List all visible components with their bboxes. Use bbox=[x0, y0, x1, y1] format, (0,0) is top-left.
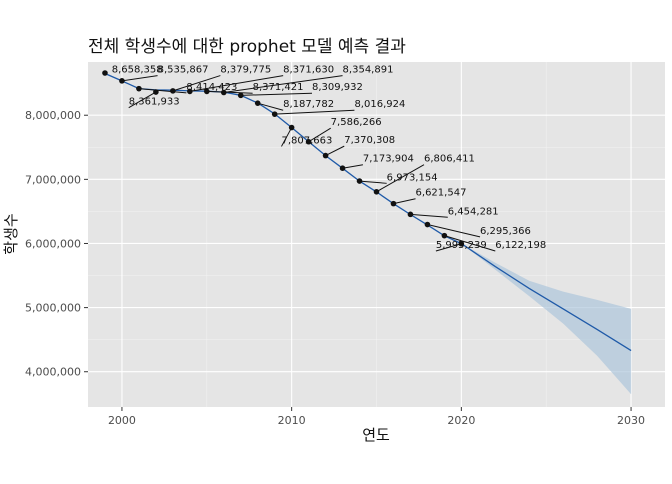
data-label: 8,016,924 bbox=[354, 99, 405, 110]
label-leader bbox=[128, 91, 157, 109]
label-leader bbox=[121, 75, 158, 82]
actual-point bbox=[356, 178, 363, 184]
label-leader bbox=[308, 127, 331, 143]
actual-point bbox=[339, 165, 346, 171]
data-label: 8,371,421 bbox=[253, 82, 304, 93]
actual-point bbox=[153, 89, 159, 95]
label-leader bbox=[138, 88, 187, 94]
actual-point bbox=[203, 88, 210, 95]
data-label: 8,379,775 bbox=[220, 65, 271, 76]
label-leaders bbox=[121, 75, 496, 252]
actual-point bbox=[424, 221, 431, 228]
data-label: 6,454,281 bbox=[448, 206, 499, 217]
data-label: 8,658,358 bbox=[112, 65, 163, 76]
data-label: 6,122,198 bbox=[495, 240, 546, 251]
label-leader bbox=[257, 102, 284, 111]
actual-point bbox=[102, 70, 108, 76]
label-leader bbox=[444, 235, 496, 252]
y-tick-label: 4,000,000 bbox=[25, 366, 81, 379]
actual-point bbox=[305, 138, 312, 145]
data-label: 8,414,423 bbox=[186, 82, 237, 93]
actual-point bbox=[271, 111, 278, 117]
y-tick-label: 5,000,000 bbox=[25, 302, 81, 315]
label-leader bbox=[189, 75, 284, 92]
label-leader bbox=[376, 164, 425, 193]
data-label: 8,187,782 bbox=[283, 99, 334, 110]
label-leader bbox=[206, 90, 253, 94]
y-tick-label: 6,000,000 bbox=[25, 237, 81, 250]
data-label: 7,173,904 bbox=[363, 154, 414, 165]
actual-point bbox=[187, 88, 193, 95]
data-label: 8,309,932 bbox=[312, 82, 363, 93]
data-label: 7,586,266 bbox=[331, 117, 382, 128]
actual-point bbox=[237, 92, 244, 99]
actual-point bbox=[220, 89, 227, 96]
label-leader bbox=[342, 164, 364, 169]
y-axis-label: 학생수 bbox=[2, 213, 20, 254]
data-label: 8,361,933 bbox=[129, 97, 180, 108]
label-leader bbox=[223, 75, 343, 93]
data-label: 6,295,366 bbox=[480, 226, 531, 237]
data-label: 8,354,891 bbox=[343, 65, 394, 76]
label-leader bbox=[393, 198, 416, 205]
x-tick-label: 2030 bbox=[617, 414, 645, 427]
x-tick-label: 2020 bbox=[447, 414, 475, 427]
data-label: 7,370,308 bbox=[344, 135, 395, 146]
label-leader bbox=[172, 75, 221, 92]
data-label: 6,973,154 bbox=[387, 172, 438, 183]
label-leader bbox=[359, 180, 387, 184]
actual-point bbox=[136, 85, 142, 92]
actual-point bbox=[458, 240, 465, 247]
x-axis-label: 연도 bbox=[362, 426, 390, 444]
x-tick-label: 2010 bbox=[278, 414, 306, 427]
data-label: 8,535,867 bbox=[158, 65, 209, 76]
y-axis-ticks: 4,000,000 5,000,000 6,000,000 7,000,000 8,00… bbox=[25, 109, 88, 379]
data-label: 5,995,239 bbox=[436, 240, 487, 251]
label-leader bbox=[274, 109, 355, 115]
data-label: 7,807,663 bbox=[281, 135, 332, 146]
label-leader bbox=[435, 243, 462, 252]
actual-point bbox=[390, 200, 397, 207]
actual-point bbox=[254, 100, 261, 106]
data-label: 6,806,411 bbox=[424, 154, 475, 165]
x-axis-ticks: 2000 2010 2020 2030 bbox=[108, 407, 645, 427]
label-leader bbox=[240, 92, 313, 96]
grid-minor bbox=[88, 62, 665, 407]
label-leader bbox=[410, 213, 448, 218]
actual-points bbox=[102, 70, 465, 247]
actual-point bbox=[373, 188, 380, 195]
actual-point bbox=[322, 152, 329, 159]
actual-point bbox=[407, 211, 414, 218]
label-leader bbox=[281, 127, 293, 147]
label-leader bbox=[427, 224, 481, 238]
actual-point bbox=[441, 232, 448, 239]
data-label: 8,371,630 bbox=[283, 65, 334, 76]
y-tick-label: 7,000,000 bbox=[25, 173, 81, 186]
actual-point bbox=[119, 78, 125, 84]
label-leader bbox=[325, 145, 345, 157]
actual-point bbox=[170, 88, 176, 94]
actual-point bbox=[288, 124, 295, 131]
data-label: 6,621,547 bbox=[416, 188, 467, 199]
y-tick-label: 8,000,000 bbox=[25, 109, 81, 122]
x-tick-label: 2000 bbox=[108, 414, 136, 427]
chart-title: 전체 학생수에 대한 prophet 모델 예측 결과 bbox=[88, 37, 406, 57]
